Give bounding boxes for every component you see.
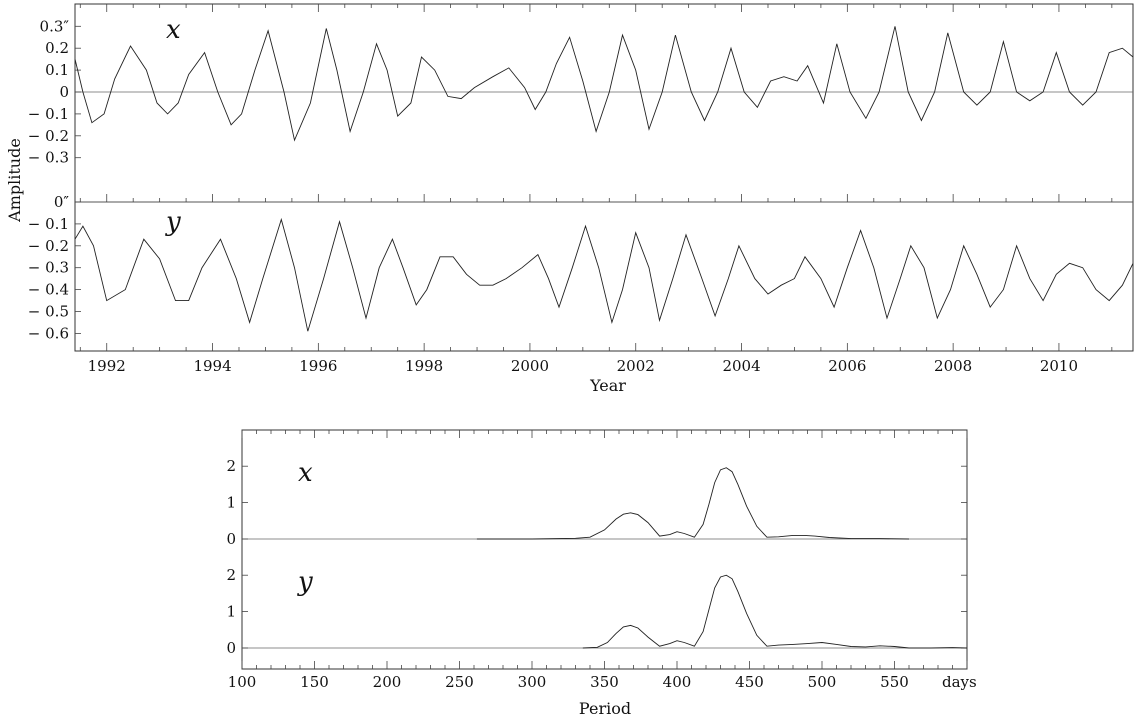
- x-tick-label: 500: [808, 673, 837, 691]
- x-panel-label: x: [166, 15, 181, 45]
- time-series-chart: 1992 1994 1996 1998 2000 2002 2004 2006 2008 2010…: [5, 3, 1134, 395]
- x-tick-label: 2010: [1040, 357, 1078, 375]
- y-tick-label: − 0.6: [28, 324, 69, 342]
- y-panel-y-tick-labels: 0″ − 0.1 − 0.2 − 0.3 − 0.4 − 0.5 − 0.6: [28, 193, 81, 342]
- spectrum-y-panel-label: y: [297, 567, 313, 597]
- spectrum-y-line: [582, 574, 968, 649]
- x-tick-label: 150: [300, 673, 329, 691]
- y-tick-label: 0.2: [45, 39, 69, 57]
- spectrum-x-tick-marks: [241, 430, 968, 669]
- y-tick-label: − 0.3: [28, 259, 69, 277]
- y-tick-label: 1: [226, 603, 236, 621]
- x-panel-y-tick-labels: 0.3″ 0.2 0.1 0 − 0.1 − 0.2 − 0.3: [28, 17, 81, 167]
- spectrum-x-axis-title: Period: [579, 699, 631, 718]
- y-tick-label: − 0.3: [28, 149, 69, 167]
- y-tick-label: 0.3″: [40, 17, 70, 35]
- time-series-y-axis-title: Amplitude: [5, 138, 24, 223]
- spectrum-y-tick-labels: 0 1 2 0 1 2: [226, 457, 967, 657]
- x-series-line: [74, 26, 1134, 142]
- spectrum-x-panel-label: x: [298, 458, 313, 488]
- spectrum-x-unit-label: days: [942, 673, 977, 691]
- x-tick-label: 2008: [934, 357, 972, 375]
- x-tick-label: 250: [445, 673, 474, 691]
- y-tick-label: − 0.1: [28, 215, 69, 233]
- x-tick-label: 400: [663, 673, 692, 691]
- x-tick-label: 2004: [722, 357, 760, 375]
- y-tick-label: 0″: [54, 193, 70, 211]
- y-tick-label: − 0.4: [28, 281, 69, 299]
- x-tick-label: 1994: [193, 357, 231, 375]
- y-tick-label: 2: [226, 457, 236, 475]
- spectrum-x-line: [476, 467, 910, 540]
- y-tick-label: − 0.1: [28, 105, 69, 123]
- y-tick-label: 1: [226, 494, 236, 512]
- x-tick-label: 1992: [88, 357, 126, 375]
- y-tick-label: 0.1: [45, 61, 69, 79]
- x-tick-label: 300: [518, 673, 547, 691]
- x-tick-label: 2000: [511, 357, 549, 375]
- y-tick-label: − 0.2: [28, 127, 69, 145]
- x-tick-label: 450: [735, 673, 764, 691]
- y-series-line: [74, 217, 1134, 332]
- time-series-x-axis-title: Year: [589, 376, 626, 395]
- x-tick-label: 1998: [405, 357, 443, 375]
- x-tick-label: 550: [880, 673, 909, 691]
- y-tick-label: − 0.5: [28, 303, 69, 321]
- x-tick-label: 1996: [299, 357, 337, 375]
- spectrum-frame: [241, 429, 968, 670]
- time-series-frame: [74, 3, 1134, 352]
- y-tick-label: 0: [226, 639, 236, 657]
- x-tick-label: 2006: [828, 357, 866, 375]
- y-tick-label: 2: [226, 566, 236, 584]
- y-tick-label: − 0.2: [28, 237, 69, 255]
- y-tick-label: 0: [226, 530, 236, 548]
- y-panel-label: y: [165, 207, 181, 237]
- x-tick-label: 200: [373, 673, 402, 691]
- spectrum-x-tick-labels: 100 150 200 250 300 350 400 450 500 550: [228, 673, 909, 691]
- time-series-x-tick-marks: [79, 4, 1113, 351]
- time-series-x-tick-labels: 1992 1994 1996 1998 2000 2002 2004 2006 2008 2010: [88, 357, 1078, 375]
- y-tick-label: 0: [59, 83, 69, 101]
- x-tick-label: 2002: [617, 357, 655, 375]
- x-tick-label: 100: [228, 673, 257, 691]
- x-tick-label: 350: [590, 673, 619, 691]
